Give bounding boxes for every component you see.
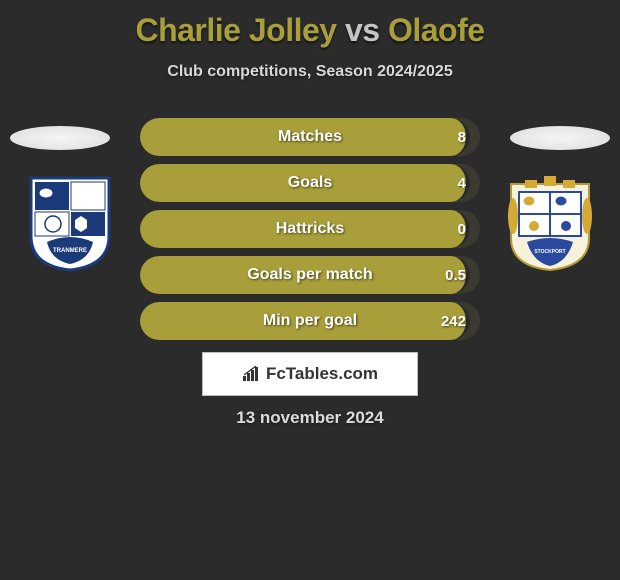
stat-row-goals: Goals 4 (140, 164, 480, 202)
club-crest-left: TRANMERE (20, 174, 120, 274)
stat-label: Matches (278, 128, 342, 146)
stat-right-value: 0 (458, 210, 466, 248)
stat-row-goals-per-match: Goals per match 0.5 (140, 256, 480, 294)
stat-label: Goals (288, 174, 332, 192)
stockport-crest-icon: STOCKPORT (507, 176, 593, 272)
stat-label: Goals per match (247, 266, 372, 284)
player2-name: Olaofe (388, 12, 485, 48)
stat-label: Hattricks (276, 220, 344, 238)
stats-bars: Matches 8 Goals 4 Hattricks 0 Goals per … (140, 118, 480, 348)
vs-text: vs (345, 12, 380, 48)
date-text: 13 november 2024 (0, 408, 620, 428)
stat-row-hattricks: Hattricks 0 (140, 210, 480, 248)
brand-text: FcTables.com (266, 364, 378, 384)
svg-text:TRANMERE: TRANMERE (53, 248, 87, 254)
svg-text:STOCKPORT: STOCKPORT (534, 249, 565, 255)
player-photo-right (510, 126, 610, 150)
chart-icon (242, 366, 262, 382)
brand-box[interactable]: FcTables.com (202, 352, 418, 396)
club-crest-right: STOCKPORT (500, 174, 600, 274)
stat-row-min-per-goal: Min per goal 242 (140, 302, 480, 340)
subtitle-text: Club competitions, Season 2024/2025 (0, 63, 620, 81)
stat-right-value: 8 (458, 118, 466, 156)
player1-name: Charlie Jolley (135, 12, 336, 48)
stat-label: Min per goal (263, 312, 357, 330)
player-photo-left (10, 126, 110, 150)
stat-right-value: 0.5 (445, 256, 466, 294)
stat-right-value: 242 (441, 302, 466, 340)
stat-right-value: 4 (458, 164, 466, 202)
stat-row-matches: Matches 8 (140, 118, 480, 156)
comparison-title: Charlie Jolley vs Olaofe (0, 0, 620, 49)
tranmere-crest-icon: TRANMERE (27, 176, 113, 272)
